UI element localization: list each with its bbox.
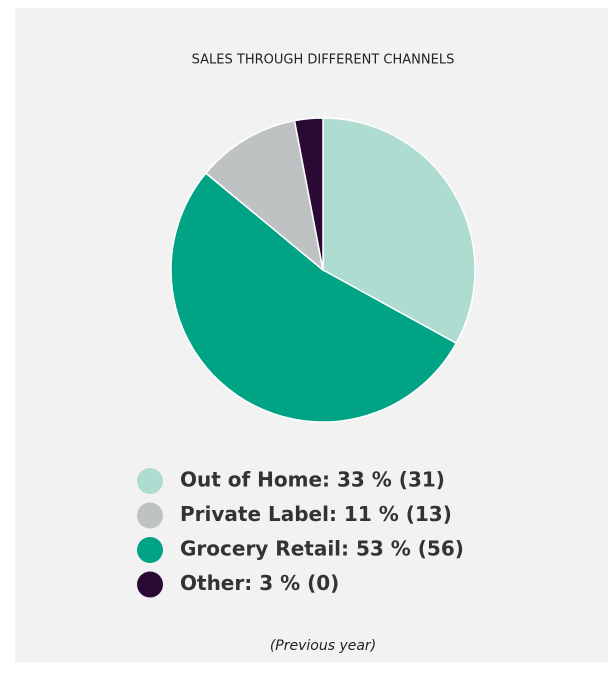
pie-slice [293,117,324,271]
legend-swatch [137,571,163,598]
legend-swatch [137,468,163,494]
legend-swatch [137,537,163,563]
legend-label: Out of Home: 33 % (31) [180,468,445,492]
chart-title: SALES THROUGH DIFFERENT CHANNELS [192,53,455,68]
legend-label: Other: 3 % (0) [180,571,339,595]
pie-slice [204,119,325,272]
note: (Previous year) [270,638,376,654]
legend-label: Private Label: 11 % (13) [180,502,452,526]
legend-swatch [137,502,163,529]
pie-slice [322,117,476,345]
pie-slice [170,172,458,423]
legend-label: Grocery Retail: 53 % (56) [180,537,464,561]
